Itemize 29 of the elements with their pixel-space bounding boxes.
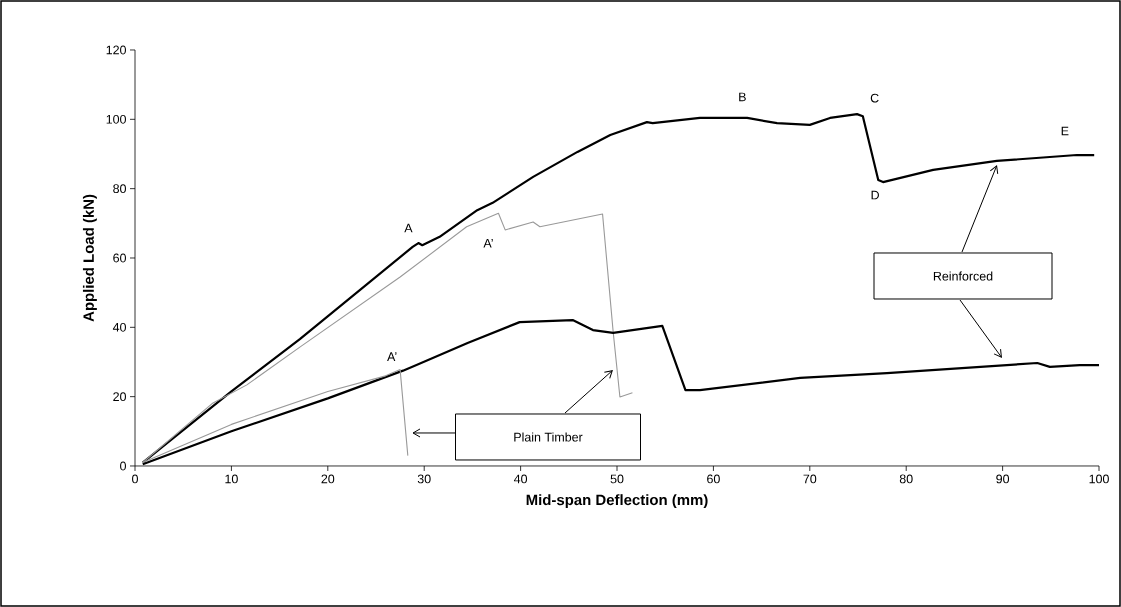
x-tick-label: 0: [132, 474, 138, 484]
y-tick-label: 80: [113, 184, 126, 194]
annotation: D: [871, 190, 879, 200]
x-tick-label: 30: [417, 474, 431, 484]
y-tick-label: 100: [106, 114, 126, 124]
annotation: B: [739, 92, 746, 102]
y-tick-label: 0: [120, 461, 126, 471]
x-tick-label: 40: [513, 474, 528, 484]
x-tick-label: 80: [899, 474, 913, 484]
annotation: A: [404, 223, 413, 233]
x-tick-label: 90: [996, 474, 1010, 484]
annotation: A’: [387, 352, 397, 361]
annotation: Plain Timber: [514, 432, 583, 442]
annotation: Reinforced: [933, 271, 993, 281]
x-tick-label: 20: [321, 474, 335, 484]
x-tick-label: 10: [225, 474, 238, 484]
annotation: A’: [483, 238, 493, 248]
y-tick-label: 40: [112, 322, 126, 332]
y-axis-title: Applied Load (kN): [82, 194, 97, 322]
y-tick-label: 120: [106, 45, 126, 55]
x-axis-title: Mid-span Deflection (mm): [526, 494, 708, 509]
y-tick-label: 20: [113, 392, 126, 402]
annotation: C: [870, 93, 879, 103]
x-tick-label: 70: [803, 474, 817, 484]
y-tick-label: 60: [113, 253, 126, 263]
annotation: E: [1061, 126, 1069, 136]
x-tick-label: 100: [1089, 474, 1109, 484]
x-tick-label: 60: [707, 474, 720, 484]
x-tick-label: 50: [610, 474, 624, 484]
